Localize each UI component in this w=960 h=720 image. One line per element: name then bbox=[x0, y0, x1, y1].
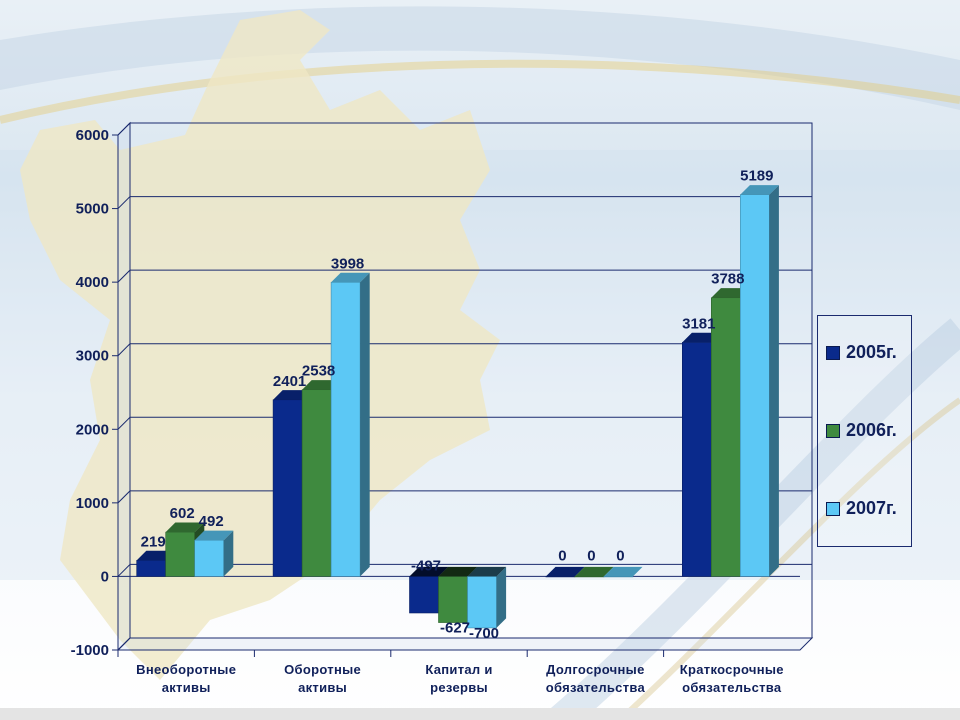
bar-front bbox=[545, 576, 576, 578]
bar-top bbox=[194, 530, 234, 541]
data-label: 5189 bbox=[740, 168, 773, 185]
bar bbox=[467, 566, 507, 629]
x-tick-label: активы bbox=[162, 680, 211, 695]
gridline-side bbox=[117, 637, 131, 651]
bar-top bbox=[545, 566, 585, 577]
y-tick-label: 2000 bbox=[76, 421, 109, 438]
data-label: 602 bbox=[170, 505, 195, 522]
bar-front bbox=[574, 576, 605, 578]
gridline-side bbox=[117, 122, 131, 136]
legend-label: 2007г. bbox=[846, 498, 897, 518]
x-tick-label: Капитал и bbox=[425, 662, 492, 677]
bar-front bbox=[165, 531, 195, 577]
bar-top bbox=[603, 566, 643, 577]
bar-front bbox=[739, 194, 770, 577]
data-label: 2538 bbox=[302, 363, 335, 380]
x-tick-label: обязательства bbox=[682, 680, 782, 695]
gridline-side bbox=[117, 490, 131, 504]
bar-top bbox=[574, 566, 614, 577]
x-tick-label: Краткосрочные bbox=[680, 662, 784, 677]
gridline-side bbox=[117, 564, 131, 577]
bar-front bbox=[710, 297, 741, 577]
data-label: -627 bbox=[440, 620, 470, 637]
bar-front bbox=[681, 342, 712, 577]
bar-top bbox=[331, 272, 370, 283]
data-label: 0 bbox=[558, 547, 566, 564]
y-tick-label: 4000 bbox=[76, 274, 109, 291]
data-label: 0 bbox=[616, 547, 624, 564]
bar-front bbox=[136, 560, 166, 577]
legend-swatch bbox=[826, 501, 840, 516]
legend-label: 2005г. bbox=[846, 342, 897, 362]
bar bbox=[545, 566, 585, 578]
y-tick-label: 1000 bbox=[76, 495, 109, 512]
data-label: 3788 bbox=[711, 271, 744, 288]
bar-front bbox=[467, 576, 497, 629]
x-tick-label: обязательства bbox=[546, 680, 646, 695]
x-tick-label: Внеоборотные bbox=[136, 662, 236, 677]
y-tick-label: 3000 bbox=[76, 348, 109, 365]
bar-front bbox=[301, 389, 332, 577]
y-tick-label: -1000 bbox=[71, 642, 109, 659]
x-tick-label: активы bbox=[298, 680, 347, 695]
y-tick-label: 5000 bbox=[76, 201, 109, 218]
legend-item-2005: 2005г. bbox=[826, 342, 897, 363]
bar-side bbox=[496, 566, 507, 628]
data-label: -497 bbox=[411, 557, 441, 574]
y-tick-label: 6000 bbox=[76, 127, 109, 144]
data-label: 3998 bbox=[331, 255, 364, 272]
legend-item-2007: 2007г. bbox=[826, 498, 897, 519]
data-label: 3181 bbox=[682, 315, 715, 332]
data-label: 219 bbox=[141, 533, 166, 550]
legend-item-2006: 2006г. bbox=[826, 420, 897, 441]
bar-top bbox=[467, 566, 507, 577]
bar-top bbox=[740, 185, 779, 195]
data-label: 0 bbox=[587, 547, 595, 564]
data-label: -700 bbox=[469, 625, 499, 642]
bar-top bbox=[165, 522, 205, 533]
legend-swatch bbox=[826, 345, 840, 360]
gridline-side bbox=[117, 196, 131, 209]
gridline-side bbox=[117, 416, 131, 430]
bar bbox=[603, 566, 643, 578]
bar-front bbox=[603, 576, 634, 578]
bar-side bbox=[360, 272, 370, 577]
bar bbox=[739, 185, 779, 577]
bar-front bbox=[272, 399, 303, 577]
gridline-side bbox=[117, 343, 131, 357]
bar-front bbox=[330, 281, 361, 577]
plot-floor bbox=[116, 637, 814, 651]
bar-front bbox=[438, 576, 468, 623]
bar bbox=[330, 272, 370, 577]
bar-side bbox=[223, 530, 234, 577]
bar-side bbox=[769, 185, 779, 577]
bar-top bbox=[438, 566, 478, 577]
gridline-side bbox=[117, 269, 131, 283]
legend-label: 2006г. bbox=[846, 420, 897, 440]
bar-front bbox=[409, 576, 439, 614]
bar-front bbox=[194, 539, 224, 577]
x-tick-label: резервы bbox=[430, 680, 488, 695]
x-tick-label: Оборотные bbox=[284, 662, 361, 677]
legend-swatch bbox=[826, 423, 840, 438]
x-tick-label: Долгосрочные bbox=[546, 662, 644, 677]
chart-legend: 2005г. 2006г. 2007г. bbox=[817, 315, 912, 547]
bar bbox=[194, 530, 234, 577]
bar-top bbox=[409, 566, 449, 577]
y-tick-label: 0 bbox=[101, 568, 109, 585]
data-label: 2401 bbox=[273, 373, 306, 390]
data-label: 492 bbox=[199, 513, 224, 530]
